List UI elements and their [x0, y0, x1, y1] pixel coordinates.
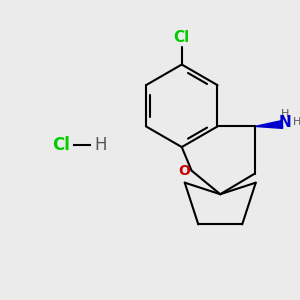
Polygon shape — [255, 121, 283, 128]
Text: H: H — [281, 109, 290, 118]
Text: H: H — [293, 118, 300, 128]
Text: Cl: Cl — [52, 136, 70, 154]
Text: Cl: Cl — [174, 29, 190, 44]
Text: O: O — [178, 164, 190, 178]
Text: H: H — [94, 136, 106, 154]
Text: N: N — [279, 115, 292, 130]
